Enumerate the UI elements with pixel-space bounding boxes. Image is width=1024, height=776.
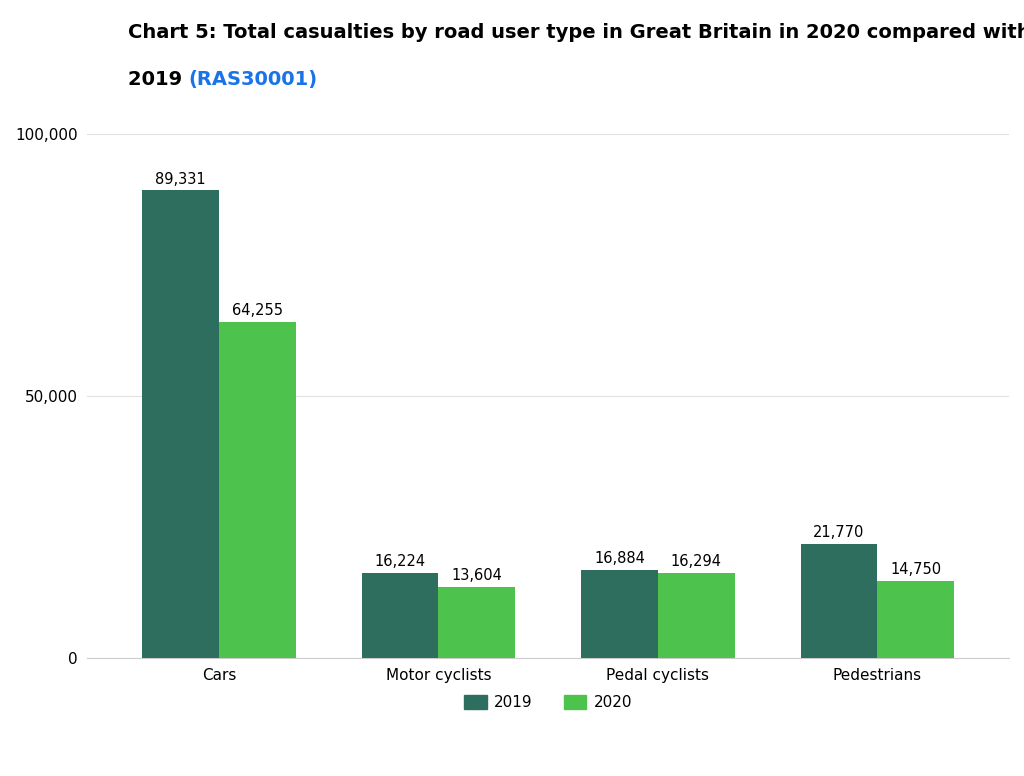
Bar — [657, 573, 734, 658]
Text: 16,294: 16,294 — [671, 554, 722, 569]
Text: 21,770: 21,770 — [813, 525, 864, 540]
Bar — [801, 544, 878, 658]
Text: Chart 5: Total casualties by road user type in Great Britain in 2020 compared wi: Chart 5: Total casualties by road user t… — [128, 23, 1024, 42]
Text: (RAS30001): (RAS30001) — [188, 70, 318, 88]
Text: 14,750: 14,750 — [890, 562, 941, 577]
Text: 16,224: 16,224 — [375, 555, 426, 570]
Text: 16,884: 16,884 — [594, 551, 645, 566]
Text: 64,255: 64,255 — [231, 303, 283, 318]
Bar — [438, 587, 515, 658]
Bar — [142, 190, 219, 658]
Text: 89,331: 89,331 — [156, 171, 206, 186]
Bar — [581, 570, 657, 658]
Text: 13,604: 13,604 — [452, 568, 503, 584]
Bar — [878, 581, 954, 658]
Legend: 2019, 2020: 2019, 2020 — [458, 689, 639, 716]
Text: 2019: 2019 — [128, 70, 188, 88]
Bar — [219, 321, 296, 658]
Bar — [361, 573, 438, 658]
